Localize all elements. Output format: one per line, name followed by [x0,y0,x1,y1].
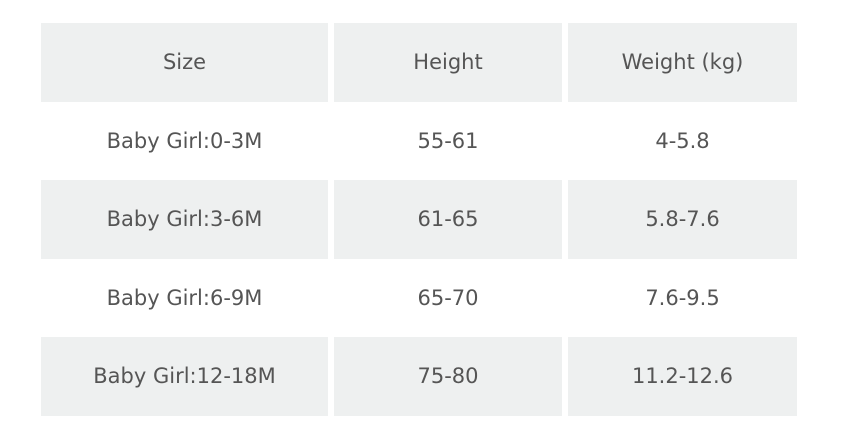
header-height: Height [334,23,562,102]
cell-size: Baby Girl:12-18M [41,337,328,416]
cell-size: Baby Girl:3-6M [41,180,328,259]
cell-height: 55-61 [417,128,479,153]
cell-size: Baby Girl:6-9M [106,285,263,310]
cell-weight: 4-5.8 [655,128,710,153]
table-row: Baby Girl:0-3M 55-61 4-5.8 [41,102,797,181]
cell-size: Baby Girl:0-3M [106,128,263,153]
header-size: Size [41,23,328,102]
cell-weight: 5.8-7.6 [568,180,797,259]
cell-height: 75-80 [334,337,562,416]
table-row: Baby Girl:6-9M 65-70 7.6-9.5 [41,259,797,338]
table-row: Baby Girl:3-6M 61-65 5.8-7.6 [41,180,797,259]
table-row: Baby Girl:12-18M 75-80 11.2-12.6 [41,337,797,416]
header-weight: Weight (kg) [568,23,797,102]
size-chart-table: Size Height Weight (kg) Baby Girl:0-3M 5… [41,23,797,416]
table-header-row: Size Height Weight (kg) [41,23,797,102]
cell-height: 65-70 [417,285,479,310]
cell-weight: 11.2-12.6 [568,337,797,416]
cell-weight: 7.6-9.5 [645,285,720,310]
cell-height: 61-65 [334,180,562,259]
